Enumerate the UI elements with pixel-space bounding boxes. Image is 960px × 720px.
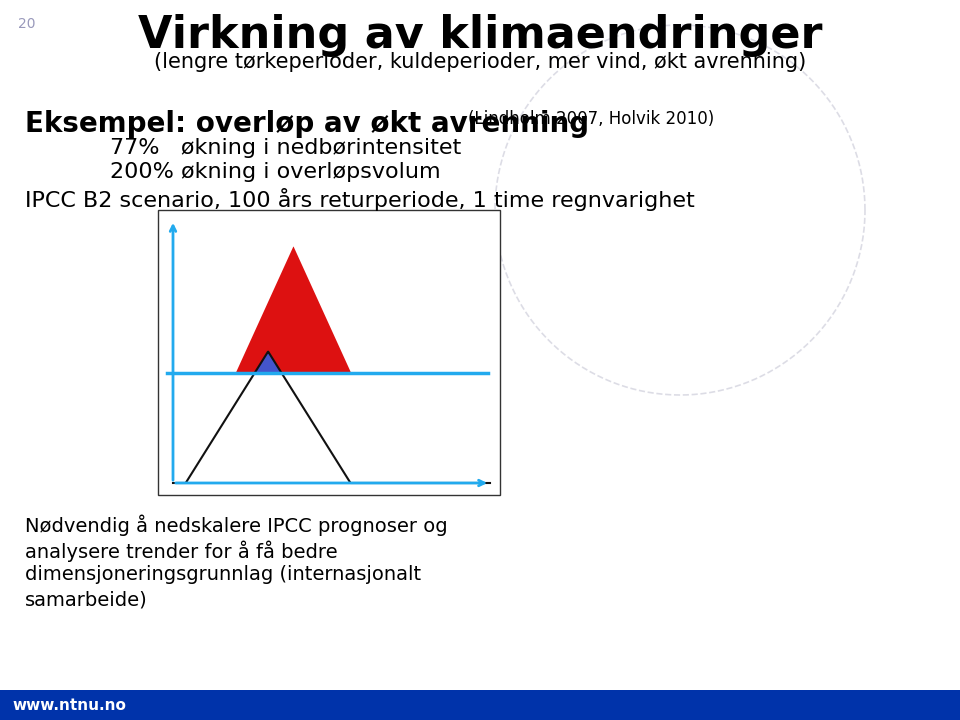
Polygon shape [255,351,281,372]
Text: 200% økning i overløpsvolum: 200% økning i overløpsvolum [110,162,441,182]
Text: analysere trender for å få bedre: analysere trender for å få bedre [25,540,338,562]
Bar [0,690,960,720]
Text: 77%   økning i nedbørintensitet: 77% økning i nedbørintensitet [110,138,461,158]
Text: www.ntnu.no: www.ntnu.no [12,698,126,713]
Text: samarbeide): samarbeide) [25,590,148,609]
Text: Eksempel: overløp av økt avrenning: Eksempel: overløp av økt avrenning [25,110,589,138]
Text: Nødvendig å nedskalere IPCC prognoser og: Nødvendig å nedskalere IPCC prognoser og [25,515,447,536]
Text: 20: 20 [18,17,36,31]
Bar [158,210,500,495]
Polygon shape [236,246,350,372]
Text: (Lindholm 2007, Holvik 2010): (Lindholm 2007, Holvik 2010) [468,110,714,128]
Text: Virkning av klimaendringer: Virkning av klimaendringer [137,14,823,57]
Text: IPCC B2 scenario, 100 års returperiode, 1 time regnvarighet: IPCC B2 scenario, 100 års returperiode, … [25,188,695,211]
Text: dimensjoneringsgrunnlag (internasjonalt: dimensjoneringsgrunnlag (internasjonalt [25,565,421,584]
Text: (lengre tørkeperioder, kuldeperioder, mer vind, økt avrenning): (lengre tørkeperioder, kuldeperioder, me… [154,52,806,72]
